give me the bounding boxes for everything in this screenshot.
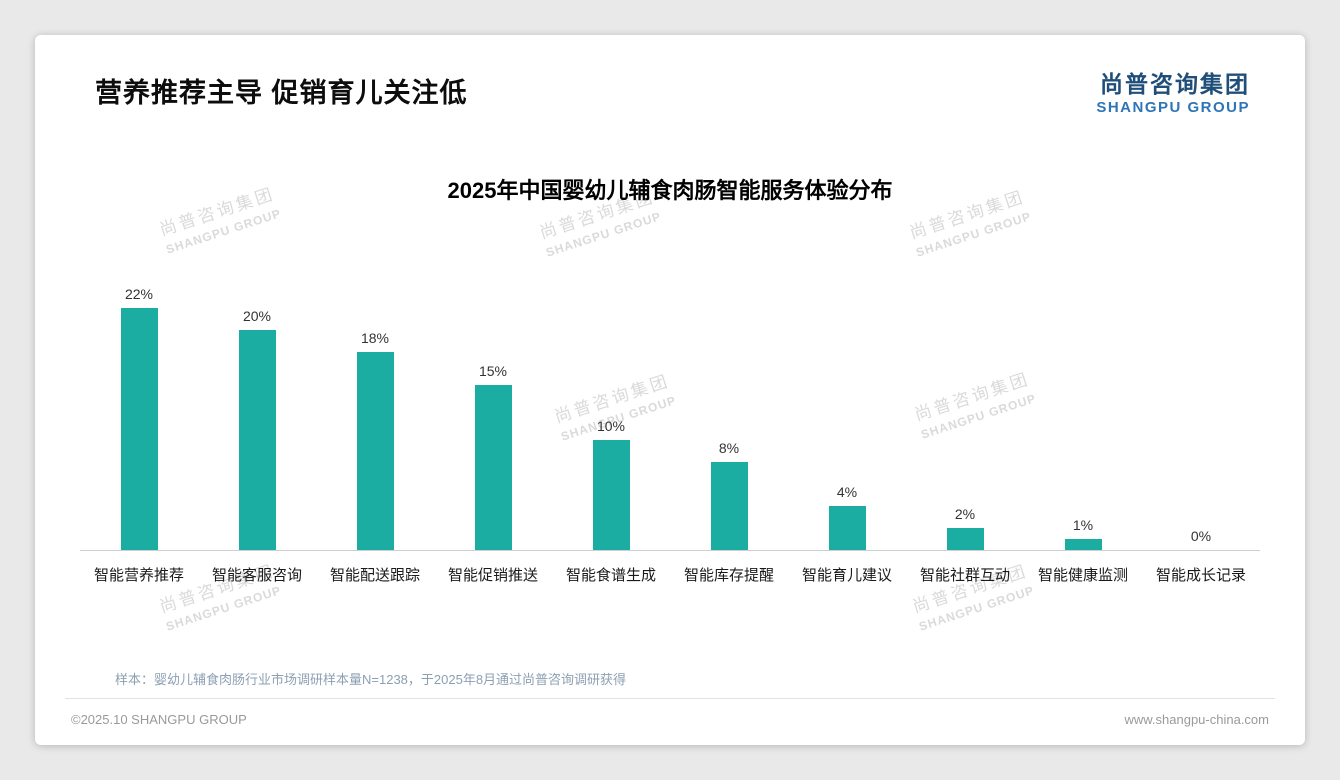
page-title: 营养推荐主导 促销育儿关注低: [95, 78, 468, 108]
sample-note: 样本：婴幼儿辅食肉肠行业市场调研样本量N=1238，于2025年8月通过尚普咨询…: [115, 671, 627, 687]
category-label: 智能客服咨询: [211, 566, 302, 584]
bar-column: 2%: [906, 259, 1024, 550]
bar: [710, 461, 748, 550]
bar-value-label: 2%: [954, 505, 976, 522]
bar-column: 4%: [788, 259, 906, 550]
logo-text-en: SHANGPU GROUP: [1096, 99, 1250, 117]
bar: [120, 307, 158, 550]
watermark-en: SHANGPU GROUP: [164, 205, 283, 257]
bar: [474, 384, 512, 550]
footer: ©2025.10 SHANGPU GROUP www.shangpu-china…: [65, 698, 1275, 745]
bar: [946, 527, 984, 550]
bar-value-label: 10%: [596, 417, 626, 434]
category-label: 智能健康监测: [1037, 566, 1128, 584]
category-label: 智能育儿建议: [801, 566, 892, 584]
bar: [592, 439, 630, 550]
bar-column: 15%: [434, 259, 552, 550]
category-label: 智能库存提醒: [683, 566, 774, 584]
bar: [356, 351, 394, 550]
chart-title: 2025年中国婴幼儿辅食肉肠智能服务体验分布: [447, 177, 893, 203]
category-label: 智能社群互动: [919, 566, 1010, 584]
slide-card: 尚普咨询集团 SHANGPU GROUP 尚普咨询集团 SHANGPU GROU…: [35, 35, 1305, 745]
bar-chart-plot-area: 22% 20% 18% 15% 10% 8% 4% 2% 1% 0%: [80, 259, 1260, 551]
bar-value-label: 4%: [836, 483, 858, 500]
bar-value-label: 20%: [242, 307, 272, 324]
bar-value-label: 22%: [124, 285, 154, 302]
bar-column: 20%: [198, 259, 316, 550]
category-label: 智能配送跟踪: [329, 566, 420, 584]
bar-column: 8%: [670, 259, 788, 550]
category-axis-labels: 智能营养推荐 智能客服咨询 智能配送跟踪 智能促销推送 智能食谱生成 智能库存提醒 智能育儿…: [80, 551, 1260, 585]
category-label: 智能促销推送: [447, 566, 538, 584]
bar-column: 1%: [1024, 259, 1142, 550]
logo-text-cn: 尚普咨询集团: [1100, 71, 1250, 97]
bar-value-label: 15%: [478, 362, 508, 379]
bar: [238, 329, 276, 550]
bar-column: 18%: [316, 259, 434, 550]
footer-website: www.shangpu-china.com: [1124, 712, 1269, 727]
header: 营养推荐主导 促销育儿关注低 尚普咨询集团 SHANGPU GROUP: [95, 71, 1250, 117]
category-label: 智能成长记录: [1155, 566, 1246, 584]
category-label: 智能食谱生成: [565, 566, 656, 584]
bar-column: 0%: [1142, 259, 1260, 550]
bar-column: 10%: [552, 259, 670, 550]
company-logo: 尚普咨询集团 SHANGPU GROUP: [1096, 71, 1250, 117]
bar-column: 22%: [80, 259, 198, 550]
bar-value-label: 0%: [1190, 527, 1212, 544]
bar-value-label: 1%: [1072, 516, 1094, 533]
category-label: 智能营养推荐: [93, 566, 184, 584]
bar-value-label: 18%: [360, 329, 390, 346]
bar: [828, 505, 866, 550]
footer-copyright: ©2025.10 SHANGPU GROUP: [71, 712, 247, 727]
bar-value-label: 8%: [718, 439, 740, 456]
bar: [1064, 538, 1102, 550]
